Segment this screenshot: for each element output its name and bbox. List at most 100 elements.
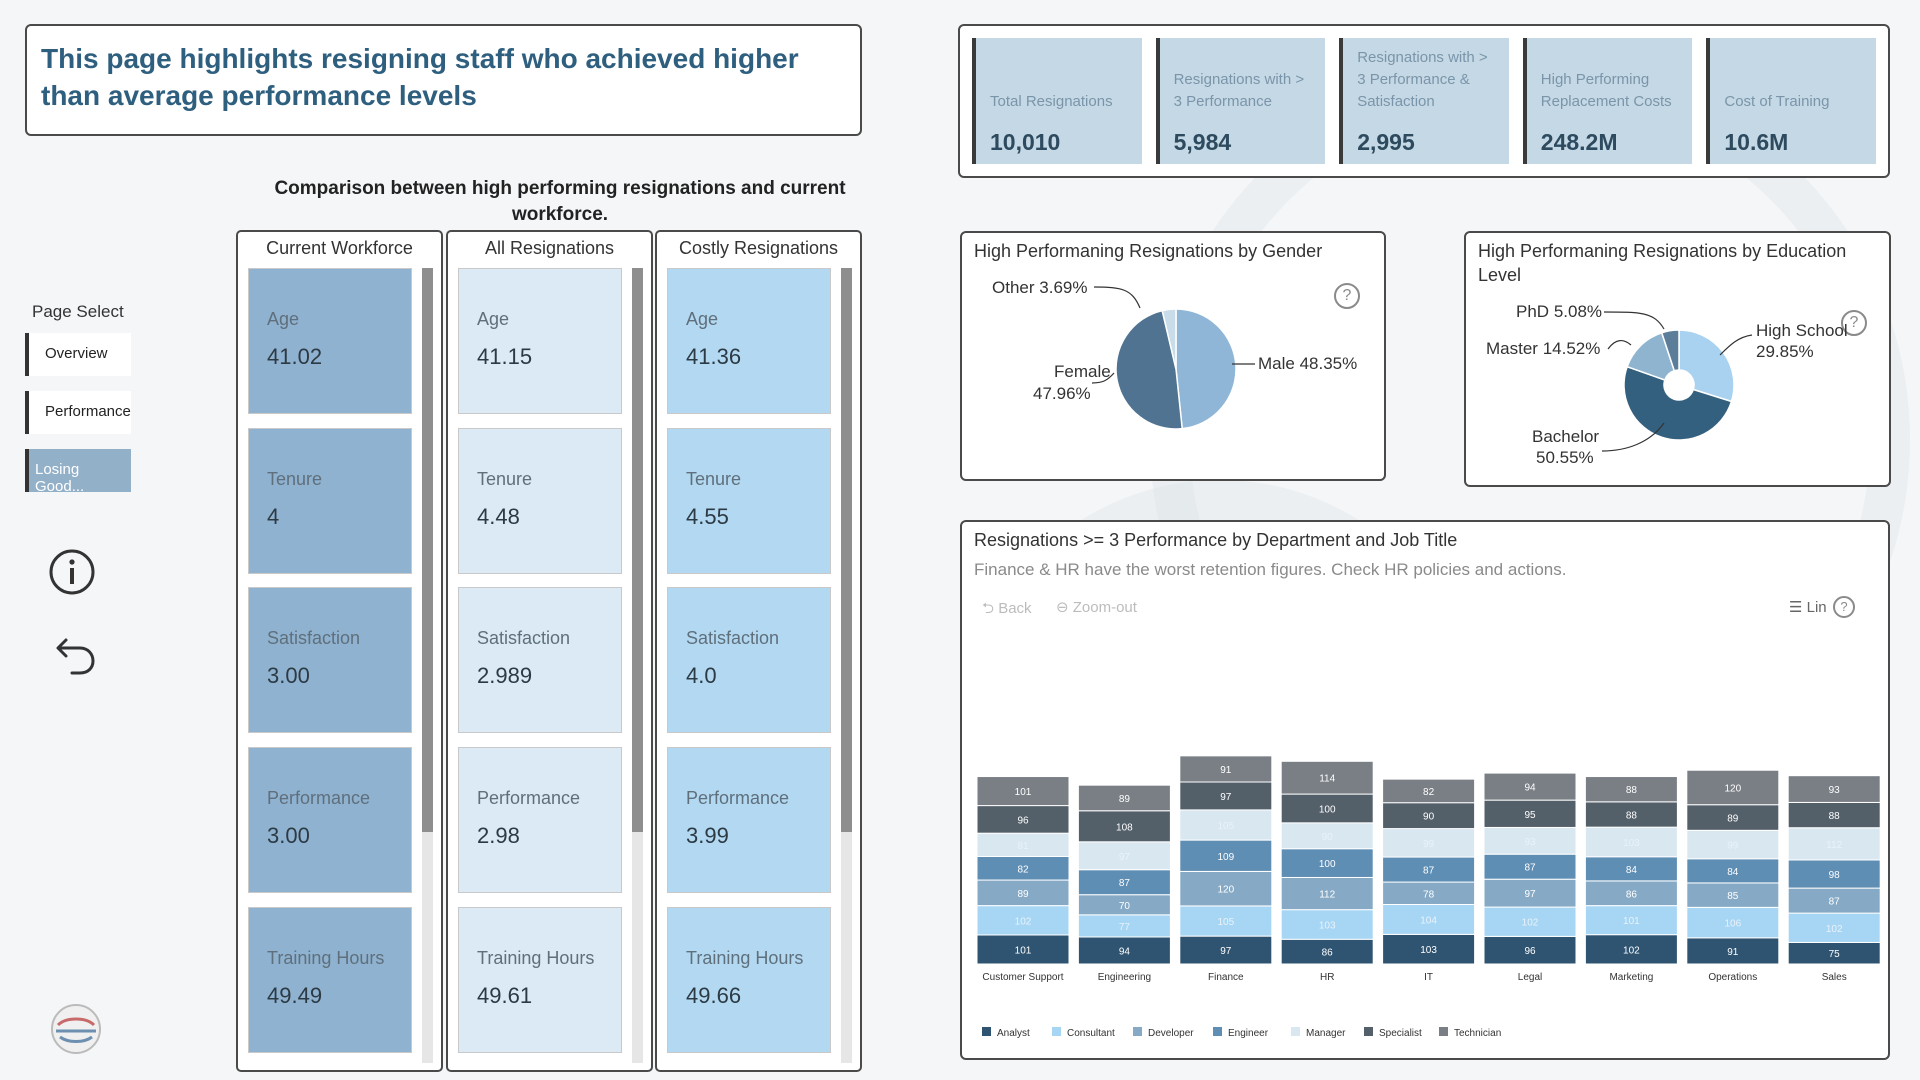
bar-segment-customer-support-specialist[interactable] [976, 805, 1070, 834]
metric-card-satisfaction: Satisfaction 3.00 [248, 587, 412, 733]
bar-segment-legal-engineer[interactable] [1483, 853, 1577, 880]
bar-segment-marketing-analyst[interactable] [1584, 934, 1678, 965]
data-label: 90 [1322, 832, 1334, 843]
bar-segment-engineering-engineer[interactable] [1077, 869, 1171, 896]
lin-toggle[interactable]: ☰ Lin [1789, 598, 1827, 616]
bar-segment-marketing-technician[interactable] [1584, 776, 1678, 803]
metric-label: Satisfaction [267, 628, 361, 648]
bar-segment-finance-specialist[interactable] [1179, 781, 1273, 811]
list-icon: ☰ [1789, 599, 1803, 616]
data-label: 88 [1829, 811, 1841, 822]
help-icon[interactable]: ? [1841, 310, 1867, 336]
slice-high-school[interactable] [1678, 329, 1735, 403]
bar-segment-finance-manager[interactable] [1179, 809, 1273, 841]
department-chart-subtitle: Finance & HR have the worst retention fi… [974, 560, 1567, 579]
back-arrow-icon[interactable] [52, 630, 100, 678]
bar-segment-sales-technician[interactable] [1787, 775, 1881, 803]
bar-segment-it-analyst[interactable] [1382, 933, 1476, 965]
nav-losing-good[interactable]: Losing Good... [25, 449, 131, 495]
slice-bachelor[interactable] [1623, 365, 1733, 441]
scrollbar[interactable] [632, 268, 643, 1063]
bar-segment-legal-technician[interactable] [1483, 772, 1577, 801]
info-icon[interactable] [48, 548, 96, 596]
slice-phd[interactable] [1660, 329, 1680, 372]
help-icon[interactable]: ? [1334, 283, 1360, 309]
department-chart-title: Resignations >= 3 Performance by Departm… [974, 530, 1458, 550]
bar-segment-hr-specialist[interactable] [1280, 793, 1374, 824]
bar-segment-hr-manager[interactable] [1280, 822, 1374, 850]
slice-male[interactable] [1175, 308, 1237, 430]
bar-segment-sales-consultant[interactable] [1787, 912, 1881, 943]
scrollbar[interactable] [422, 268, 433, 1063]
bar-segment-marketing-developer[interactable] [1584, 880, 1678, 907]
metric-card-age: Age 41.36 [667, 268, 831, 414]
data-label: 84 [1727, 867, 1739, 878]
back-button[interactable]: ⮌ Back [982, 598, 1032, 623]
bar-segment-finance-technician[interactable] [1179, 755, 1273, 783]
help-icon[interactable]: ? [1833, 596, 1855, 618]
bar-segment-customer-support-consultant[interactable] [976, 905, 1070, 936]
bar-segment-sales-engineer[interactable] [1787, 859, 1881, 889]
data-label: 95 [1524, 810, 1536, 821]
metric-label: Performance [267, 788, 371, 808]
data-label: 101 [1623, 916, 1640, 927]
bar-segment-operations-engineer[interactable] [1686, 858, 1780, 884]
bar-segment-it-specialist[interactable] [1382, 802, 1476, 830]
kpi-value: 248.2M [1540, 129, 1618, 155]
bar-segment-finance-engineer[interactable] [1179, 839, 1273, 872]
data-label: 90 [1423, 812, 1435, 823]
slice-other[interactable] [1161, 308, 1177, 370]
bar-segment-marketing-engineer[interactable] [1584, 856, 1678, 882]
slice-female[interactable] [1115, 309, 1184, 430]
bar-segment-customer-support-developer[interactable] [976, 879, 1070, 907]
category-label: Operations [1708, 972, 1757, 983]
scrollbar-thumb[interactable] [632, 268, 643, 832]
metric-card-training-hours: Training Hours 49.66 [667, 907, 831, 1053]
bar-segment-engineering-manager[interactable] [1077, 841, 1171, 871]
nav-overview[interactable]: Overview [25, 333, 131, 376]
bar-segment-hr-developer[interactable] [1280, 876, 1374, 911]
bar-segment-operations-manager[interactable] [1686, 829, 1780, 860]
nav-performance[interactable]: Performance [25, 391, 131, 434]
bar-segment-engineering-analyst[interactable] [1077, 936, 1171, 965]
bar-segment-operations-consultant[interactable] [1686, 906, 1780, 939]
bar-segment-operations-specialist[interactable] [1686, 804, 1780, 831]
kpi-training-cost: Cost of Training 10.6M [1706, 38, 1876, 164]
bar-segment-engineering-specialist[interactable] [1077, 810, 1171, 843]
bar-segment-marketing-specialist[interactable] [1584, 801, 1678, 828]
kpi-value: 10,010 [990, 129, 1061, 155]
bar-segment-legal-developer[interactable] [1483, 878, 1577, 908]
bar-segment-operations-technician[interactable] [1686, 769, 1780, 806]
category-label: HR [1320, 972, 1334, 983]
data-label: 102 [1623, 945, 1640, 956]
bar-segment-finance-analyst[interactable] [1179, 935, 1273, 965]
bar-segment-customer-support-analyst[interactable] [976, 934, 1070, 965]
bar-segment-legal-analyst[interactable] [1483, 935, 1577, 965]
bar-segment-operations-analyst[interactable] [1686, 937, 1780, 965]
bar-segment-legal-specialist[interactable] [1483, 799, 1577, 828]
bar-segment-it-technician[interactable] [1382, 778, 1476, 804]
data-label: 96 [1017, 815, 1029, 826]
metric-label: Tenure [477, 469, 533, 489]
bar-segment-operations-developer[interactable] [1686, 882, 1780, 908]
bar-segment-engineering-technician[interactable] [1077, 784, 1171, 812]
category-label: Finance [1208, 972, 1244, 983]
data-label: 82 [1423, 787, 1435, 798]
education-chart-title: High Performaning Resignations by Educat… [1478, 241, 1847, 285]
scrollbar-thumb[interactable] [422, 268, 433, 832]
data-label: 100 [1319, 804, 1336, 815]
bar-segment-it-consultant[interactable] [1382, 903, 1476, 935]
bar-segment-marketing-manager[interactable] [1584, 826, 1678, 858]
bar-segment-hr-engineer[interactable] [1280, 848, 1374, 878]
scrollbar-thumb[interactable] [841, 268, 852, 832]
bar-segment-hr-technician[interactable] [1280, 760, 1374, 795]
data-label: 93 [1829, 785, 1841, 796]
zoom-out-button[interactable]: ⊖ Zoom-out [1056, 598, 1137, 616]
kpi-value: 10.6M [1724, 129, 1789, 155]
bar-segment-customer-support-technician[interactable] [976, 776, 1070, 807]
scrollbar[interactable] [841, 268, 852, 1063]
page-header: This page highlights resigning staff who… [25, 24, 862, 136]
bar-segment-sales-developer[interactable] [1787, 887, 1881, 914]
bar-segment-finance-consultant[interactable] [1179, 905, 1273, 937]
metric-value: 2.98 [477, 823, 520, 848]
